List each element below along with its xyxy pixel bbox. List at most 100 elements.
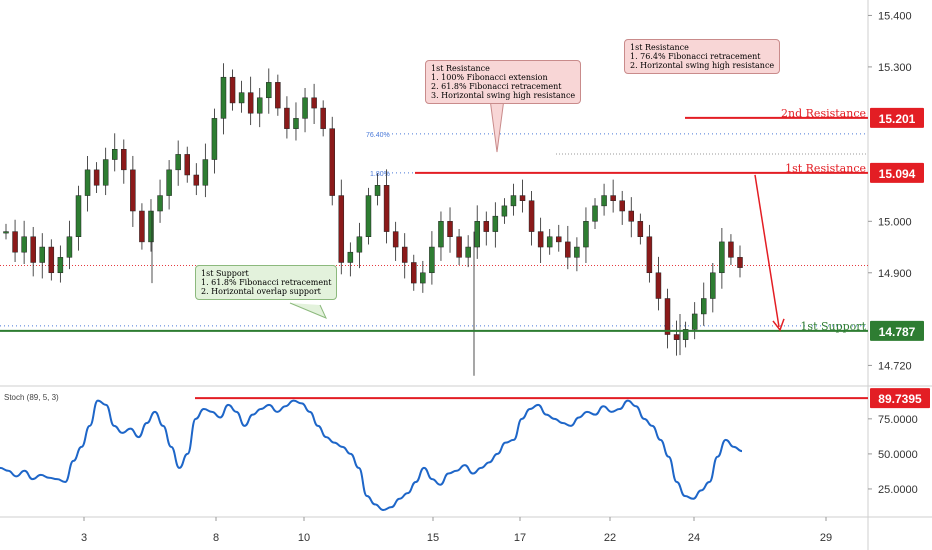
candle-body [166, 169, 172, 196]
price-badge [870, 162, 924, 183]
time-tick-label: 3 [81, 532, 87, 544]
candle-body [483, 221, 490, 232]
candle-body [492, 215, 499, 232]
candle-body [66, 236, 73, 258]
candle-body [682, 329, 689, 340]
candle-body [293, 118, 299, 129]
price-badge-label: 15.094 [879, 167, 916, 181]
candle-body [130, 169, 136, 212]
price-badge [870, 107, 924, 128]
candle-body [193, 174, 200, 186]
price-tick-label: 14.720 [878, 360, 912, 372]
candle-body [256, 97, 263, 114]
time-tick-label: 8 [213, 532, 219, 544]
candle-body [574, 246, 580, 258]
fib-76-label: 76.40% [366, 132, 390, 139]
candle-body [619, 200, 625, 212]
candle-body [519, 195, 526, 201]
candle-body [365, 195, 372, 237]
candle-body [401, 246, 408, 263]
candle-body [57, 257, 64, 274]
callout-1st-resistance-a: 1st Resistance 1. 100% Fibonacci extensi… [425, 60, 582, 104]
candle-body [456, 236, 462, 258]
candle-body [30, 236, 36, 263]
candle-body [175, 154, 181, 171]
projection-arrow-head [772, 318, 785, 332]
candle-body [3, 231, 9, 234]
candle-body [148, 210, 154, 243]
time-tick-label: 22 [604, 532, 616, 544]
stoch-tick-label: 25.0000 [878, 484, 918, 496]
price-badge-label: 15.201 [879, 112, 916, 126]
candle-body [111, 149, 118, 160]
candle-body [528, 200, 535, 232]
candle-body [637, 221, 644, 237]
candle-body [39, 246, 45, 263]
candle-body [93, 169, 100, 186]
candle-body [438, 221, 444, 248]
stoch-level-badge-label: 89.7395 [878, 392, 922, 406]
candle-body [275, 82, 281, 109]
candle-body [84, 169, 91, 196]
candle-body [121, 149, 127, 171]
candle-body [420, 272, 426, 284]
candle-body [374, 185, 381, 196]
candle-body [356, 236, 363, 253]
candle-body [592, 205, 598, 222]
callout-pointer [489, 98, 505, 153]
stoch-label: Stoch (89, 5, 3) [4, 393, 59, 402]
candle-body [546, 236, 553, 248]
candle-body [447, 221, 453, 237]
time-tick-label: 24 [688, 532, 700, 544]
price-badge [870, 320, 924, 341]
candle-body [565, 241, 571, 258]
callout-1st-support: 1st Support 1. 61.8% Fibonacci retraceme… [195, 265, 338, 300]
candle-body [102, 159, 109, 186]
candle-body [21, 236, 27, 253]
price-tick-label: 15.400 [878, 10, 912, 22]
candle-body [266, 82, 272, 99]
candle-body [628, 210, 635, 222]
candle-body [302, 97, 308, 119]
candle-body [75, 195, 82, 237]
2nd-resistance-text: 2nd Resistance [781, 107, 866, 120]
candle-body [583, 221, 589, 248]
candle-body [691, 313, 698, 330]
candle-body [737, 257, 743, 268]
candle-body [202, 159, 209, 186]
candle-body [184, 154, 190, 176]
candle-body [320, 107, 326, 129]
price-tick-label: 15.300 [878, 62, 912, 74]
candle-body [728, 241, 734, 258]
candle-body [347, 251, 354, 263]
candle-body [383, 185, 390, 232]
candle-body [229, 76, 236, 104]
price-tick-label: 14.900 [878, 268, 912, 280]
candle-body [655, 272, 662, 299]
candle-body [474, 221, 480, 248]
time-tick-label: 29 [820, 532, 832, 544]
stoch-tick-label: 75.0000 [878, 414, 918, 426]
candle-body [610, 195, 616, 201]
1st-support-text: 1st Support [800, 320, 866, 333]
1st-resistance-text: 1st Resistance [785, 162, 866, 175]
projection-arrow-line [754, 174, 780, 328]
stoch-tick-label: 50.0000 [878, 449, 918, 461]
price-badge-label: 14.787 [879, 325, 916, 339]
candle-body [48, 246, 55, 274]
candle-body [646, 236, 653, 274]
stoch-level-badge [870, 388, 930, 409]
candle-body [139, 210, 145, 243]
candle-body [284, 107, 290, 129]
callout-pointer [289, 302, 327, 319]
candle-body [238, 92, 245, 104]
time-tick-label: 15 [427, 532, 439, 544]
fib-18-label: 1.80% [370, 171, 390, 178]
price-tick-label: 15.000 [878, 216, 912, 228]
candle-body [392, 231, 399, 248]
candle-body [673, 334, 680, 340]
candle-body [601, 195, 607, 207]
candle-body [12, 231, 18, 253]
candle-body [537, 231, 544, 248]
